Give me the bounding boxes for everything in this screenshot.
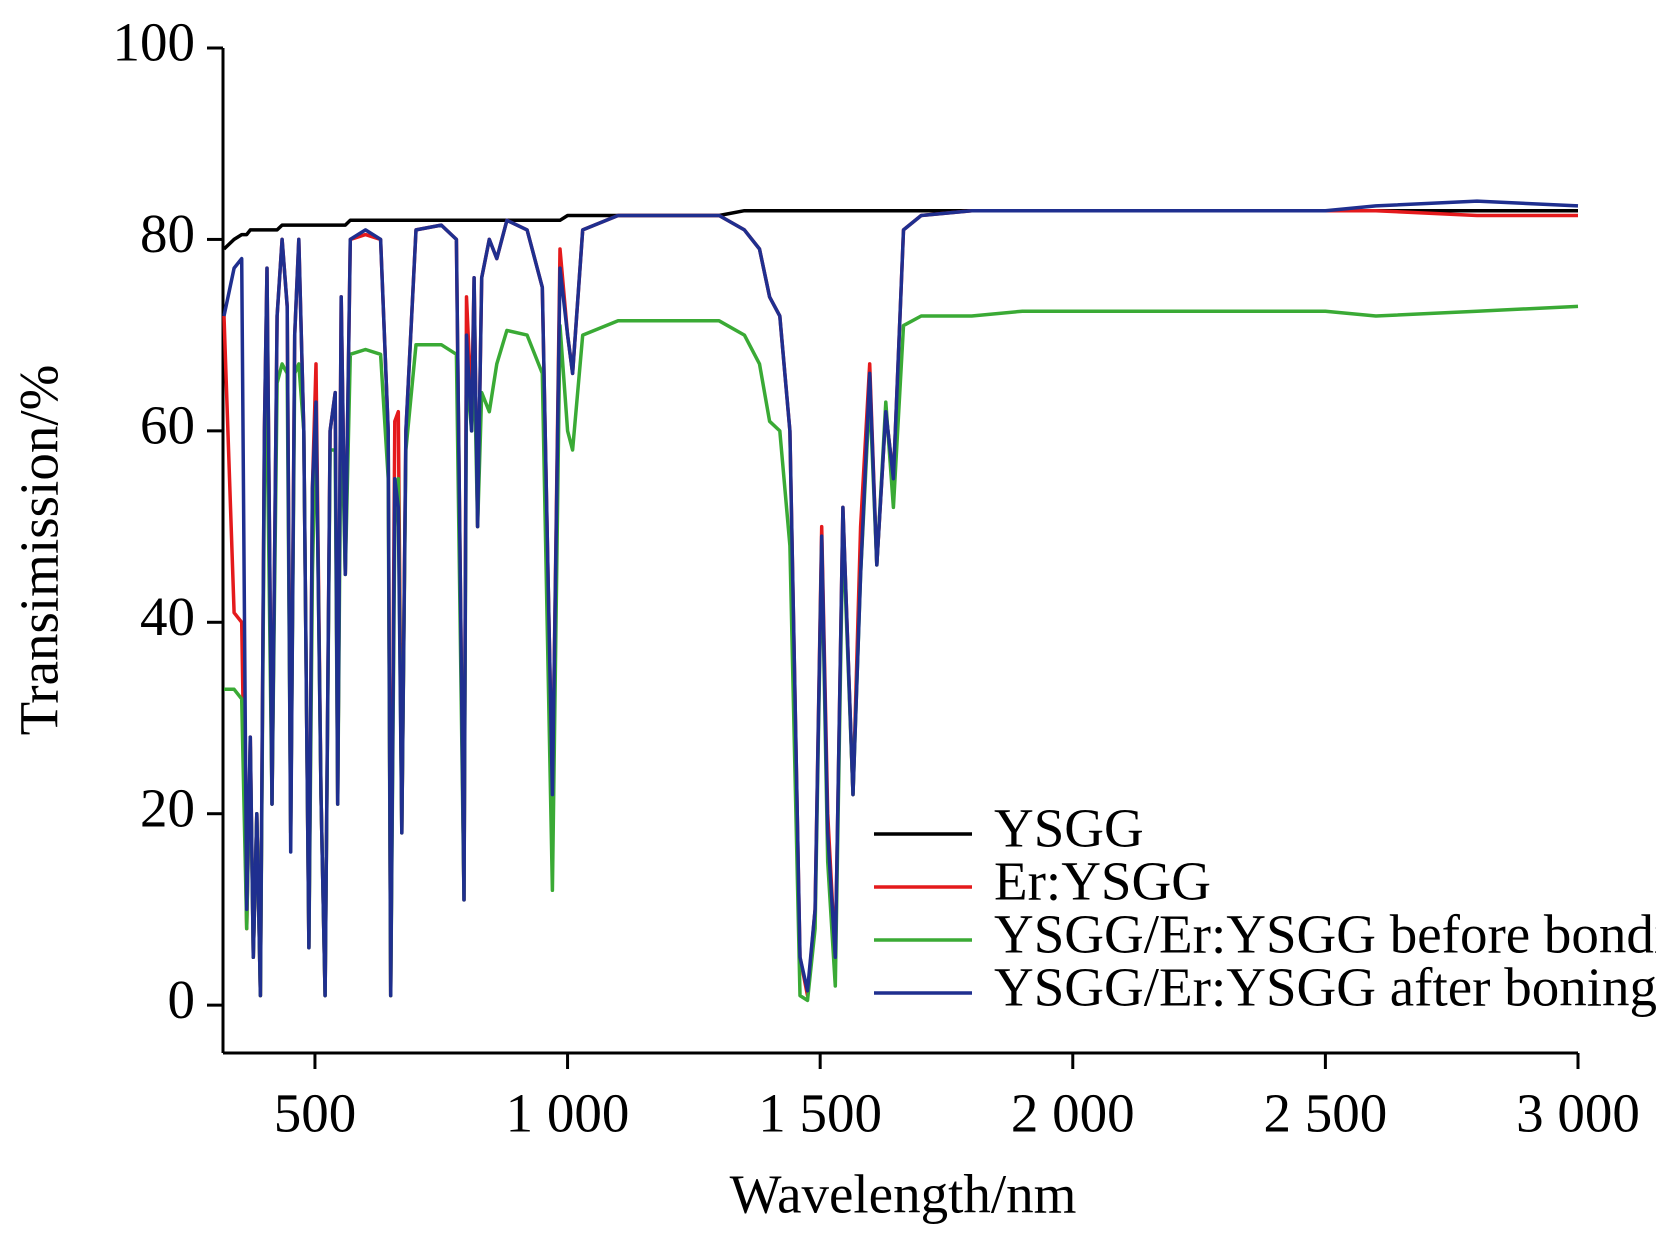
- y-tick-label: 80: [140, 203, 195, 264]
- series-line: [222, 208, 1578, 251]
- x-tick-label: 2 500: [1264, 1083, 1388, 1144]
- y-axis-title: Transimission/%: [9, 365, 70, 736]
- x-tick-label: 1 000: [506, 1083, 630, 1144]
- y-tick-label: 40: [140, 586, 195, 647]
- series-line: [222, 199, 1579, 998]
- legend-label: YSGG: [994, 798, 1144, 859]
- x-tick-label: 500: [274, 1083, 357, 1144]
- y-tick-label: 0: [168, 969, 196, 1030]
- legend-label: YSGG/Er:YSGG after boning: [994, 957, 1656, 1018]
- y-tick-label: 20: [140, 777, 195, 838]
- x-tick-label: 3 000: [1516, 1083, 1640, 1144]
- y-tick-label: 100: [113, 12, 196, 73]
- x-tick-label: 1 500: [758, 1083, 882, 1144]
- y-tick-label: 60: [140, 394, 195, 455]
- legend-label: Er:YSGG: [994, 851, 1211, 912]
- legend-label: YSGG/Er:YSGG before bonding: [994, 904, 1656, 965]
- x-tick-label: 2 000: [1011, 1083, 1135, 1144]
- series-line: [224, 304, 1579, 1003]
- x-axis-title: Wavelength/nm: [730, 1164, 1077, 1225]
